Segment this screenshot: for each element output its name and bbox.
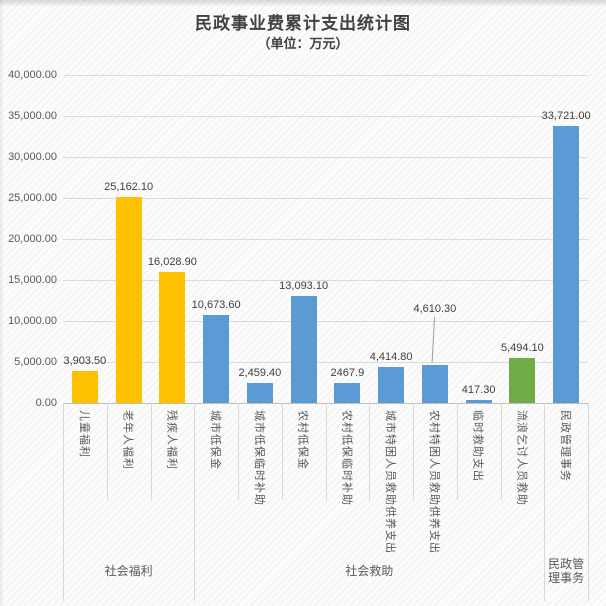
- y-tick-label: 40,000.00: [8, 69, 57, 81]
- bar-城市特困人员救助供养支出: [378, 367, 405, 403]
- y-tick-label: 5,000.00: [14, 356, 57, 368]
- y-tick-label: 35,000.00: [8, 110, 57, 122]
- y-tick-label: 25,000.00: [8, 192, 57, 204]
- bar-城市低保临时补助: [246, 383, 273, 403]
- group-separator: [63, 403, 64, 601]
- y-tick-label: 20,000.00: [8, 233, 57, 245]
- category-label: 残疾人福利: [151, 410, 195, 558]
- bar-残疾人福利: [159, 272, 186, 403]
- bar-value-label: 4,414.80: [369, 351, 413, 363]
- category-separator: [369, 403, 371, 500]
- bar-临时救助支出: [465, 400, 492, 403]
- group-separator: [194, 403, 196, 601]
- bar-value-label: 10,673.60: [191, 299, 241, 311]
- bar-value-label: 417.30: [461, 384, 496, 396]
- group-separator: [588, 403, 589, 601]
- category-separator: [456, 403, 458, 500]
- top-edge-shadow: [0, 0, 606, 7]
- y-tick-label: 30,000.00: [8, 151, 57, 163]
- category-label: 临时救助支出: [457, 410, 501, 558]
- bar-老年人福利: [115, 197, 142, 403]
- group-label-社会福利: 社会福利: [104, 564, 153, 578]
- bar-民政管理事务: [553, 126, 580, 403]
- group-separator: [544, 403, 546, 601]
- category-label-text: 城市低保临时补助: [252, 410, 265, 506]
- category-label-text: 农村特困人员救助供养支出: [427, 410, 440, 554]
- category-label-text: 城市特困人员救助供养支出: [384, 410, 397, 554]
- category-separator: [238, 403, 239, 500]
- y-tick-label: 10,000.00: [8, 315, 57, 327]
- category-label-text: 民政管理事务: [559, 410, 572, 482]
- category-label-text: 临时救助支出: [471, 410, 484, 482]
- category-label: 农村低保金: [282, 410, 326, 558]
- group-label-民政管理事务: 民政管理事务: [548, 557, 585, 585]
- bar-农村特困人员救助供养支出: [421, 365, 448, 403]
- category-label: 城市低保金: [194, 410, 238, 558]
- category-label-text: 残疾人福利: [165, 410, 178, 470]
- category-label-text: 儿童福利: [77, 410, 90, 458]
- y-tick-label: 0.00: [35, 397, 57, 409]
- category-label: 农村低保临时补助: [326, 410, 370, 558]
- category-label: 儿童福利: [63, 410, 107, 558]
- category-label-text: 流浪乞讨人员救助: [515, 410, 528, 506]
- bar-value-label: 5,494.10: [500, 342, 544, 354]
- category-separator: [413, 403, 414, 500]
- category-label-text: 农村低保临时补助: [340, 410, 353, 506]
- category-label: 城市低保临时补助: [238, 410, 282, 558]
- plot-area: [63, 75, 588, 404]
- bar-value-label: 16,028.90: [147, 256, 197, 268]
- category-separator: [325, 403, 327, 500]
- bar-流浪乞讨人员救助: [509, 358, 536, 403]
- y-tick-label: 15,000.00: [8, 274, 57, 286]
- category-separator: [150, 403, 152, 500]
- bar-城市低保金: [203, 315, 230, 403]
- bar-农村低保金: [290, 296, 317, 403]
- category-label: 城市特困人员救助供养支出: [369, 410, 413, 558]
- category-separator: [500, 403, 502, 500]
- category-label-text: 城市低保金: [209, 410, 222, 470]
- bar-value-label: 25,162.10: [104, 181, 154, 193]
- category-separator: [281, 403, 283, 500]
- bar-value-label: 4,610.30: [413, 303, 457, 315]
- category-separator: [106, 403, 108, 500]
- category-label-text: 农村低保金: [296, 410, 309, 470]
- category-label: 农村特困人员救助供养支出: [413, 410, 457, 558]
- bar-value-label: 33,721.00: [541, 110, 591, 122]
- bar-value-label: 3,903.50: [63, 355, 107, 367]
- group-label-社会救助: 社会救助: [345, 564, 394, 578]
- category-label: 民政管理事务: [544, 410, 588, 558]
- bar-儿童福利: [71, 371, 98, 403]
- bar-农村低保临时补助: [334, 383, 361, 403]
- chart-title: 民政事业费累计支出统计图: [195, 14, 411, 33]
- category-label-text: 老年人福利: [121, 410, 134, 470]
- category-label: 流浪乞讨人员救助: [501, 410, 545, 558]
- bar-value-label: 2467.9: [330, 367, 365, 379]
- category-label: 老年人福利: [107, 410, 151, 558]
- bar-value-label: 2,459.40: [238, 367, 282, 379]
- bar-value-label: 13,093.10: [279, 280, 329, 292]
- left-edge-shadow: [0, 0, 4, 606]
- chart-subtitle: （单位：万元）: [257, 36, 349, 51]
